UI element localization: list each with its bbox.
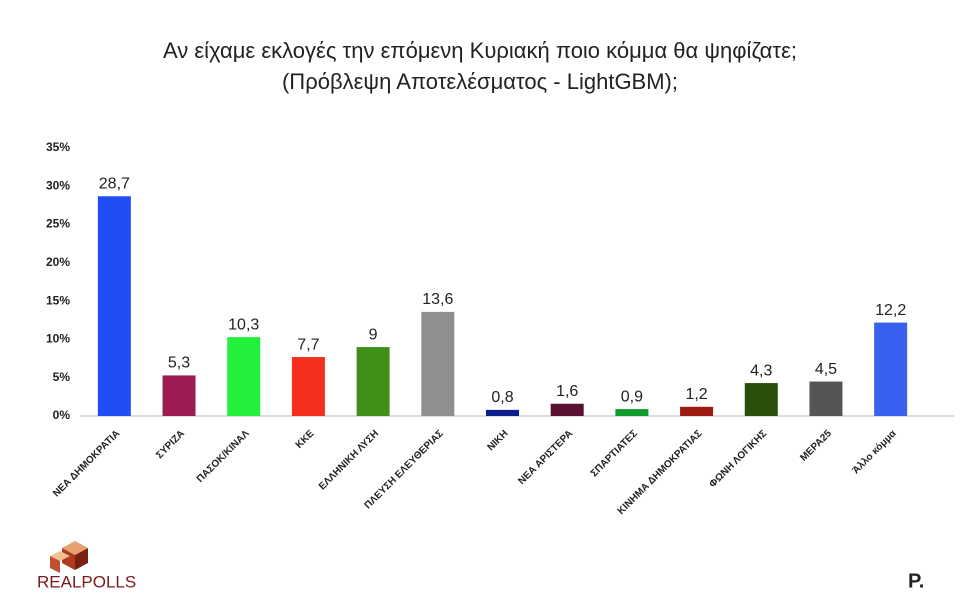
- value-label: 4,3: [750, 362, 772, 379]
- bar: [809, 381, 843, 416]
- logo-text: REALPOLLS: [37, 572, 136, 591]
- bar: [486, 409, 519, 416]
- value-label: 7,7: [297, 336, 319, 353]
- brand-mark: P.: [908, 570, 924, 592]
- bar: [227, 337, 261, 416]
- bar: [744, 383, 778, 416]
- y-tick-label: 20%: [46, 255, 70, 269]
- y-tick-label: 25%: [46, 217, 70, 231]
- bar: [291, 357, 325, 416]
- value-label: 1,2: [685, 386, 707, 403]
- y-tick-label: 30%: [46, 178, 70, 192]
- value-label: 28,7: [99, 175, 130, 192]
- value-label: 13,6: [422, 291, 453, 308]
- chart-title: Αν είχαμε εκλογές την επόμενη Κυριακή πο…: [163, 38, 797, 63]
- value-label: 5,3: [168, 355, 190, 372]
- y-tick-label: 5%: [53, 370, 71, 384]
- value-label: 4,5: [815, 361, 837, 378]
- value-label: 0,8: [491, 389, 513, 406]
- bar: [550, 403, 584, 416]
- bar: [874, 322, 908, 416]
- y-tick-label: 0%: [53, 408, 71, 422]
- y-tick-label: 35%: [46, 140, 70, 154]
- chart-subtitle: (Πρόβλεψη Αποτελέσματος - LightGBM);: [282, 69, 678, 94]
- value-label: 0,9: [621, 388, 643, 405]
- value-label: 1,6: [556, 383, 578, 400]
- value-label: 10,3: [228, 316, 259, 333]
- bar: [162, 375, 196, 416]
- bar: [680, 406, 714, 416]
- bar: [615, 409, 649, 416]
- logo-icon: [50, 541, 88, 573]
- bar: [97, 196, 131, 416]
- bar: [356, 347, 390, 416]
- y-tick-label: 15%: [46, 293, 70, 307]
- bar: [421, 311, 455, 416]
- y-tick-label: 10%: [46, 332, 70, 346]
- value-label: 9: [369, 326, 378, 343]
- value-label: 12,2: [875, 302, 906, 319]
